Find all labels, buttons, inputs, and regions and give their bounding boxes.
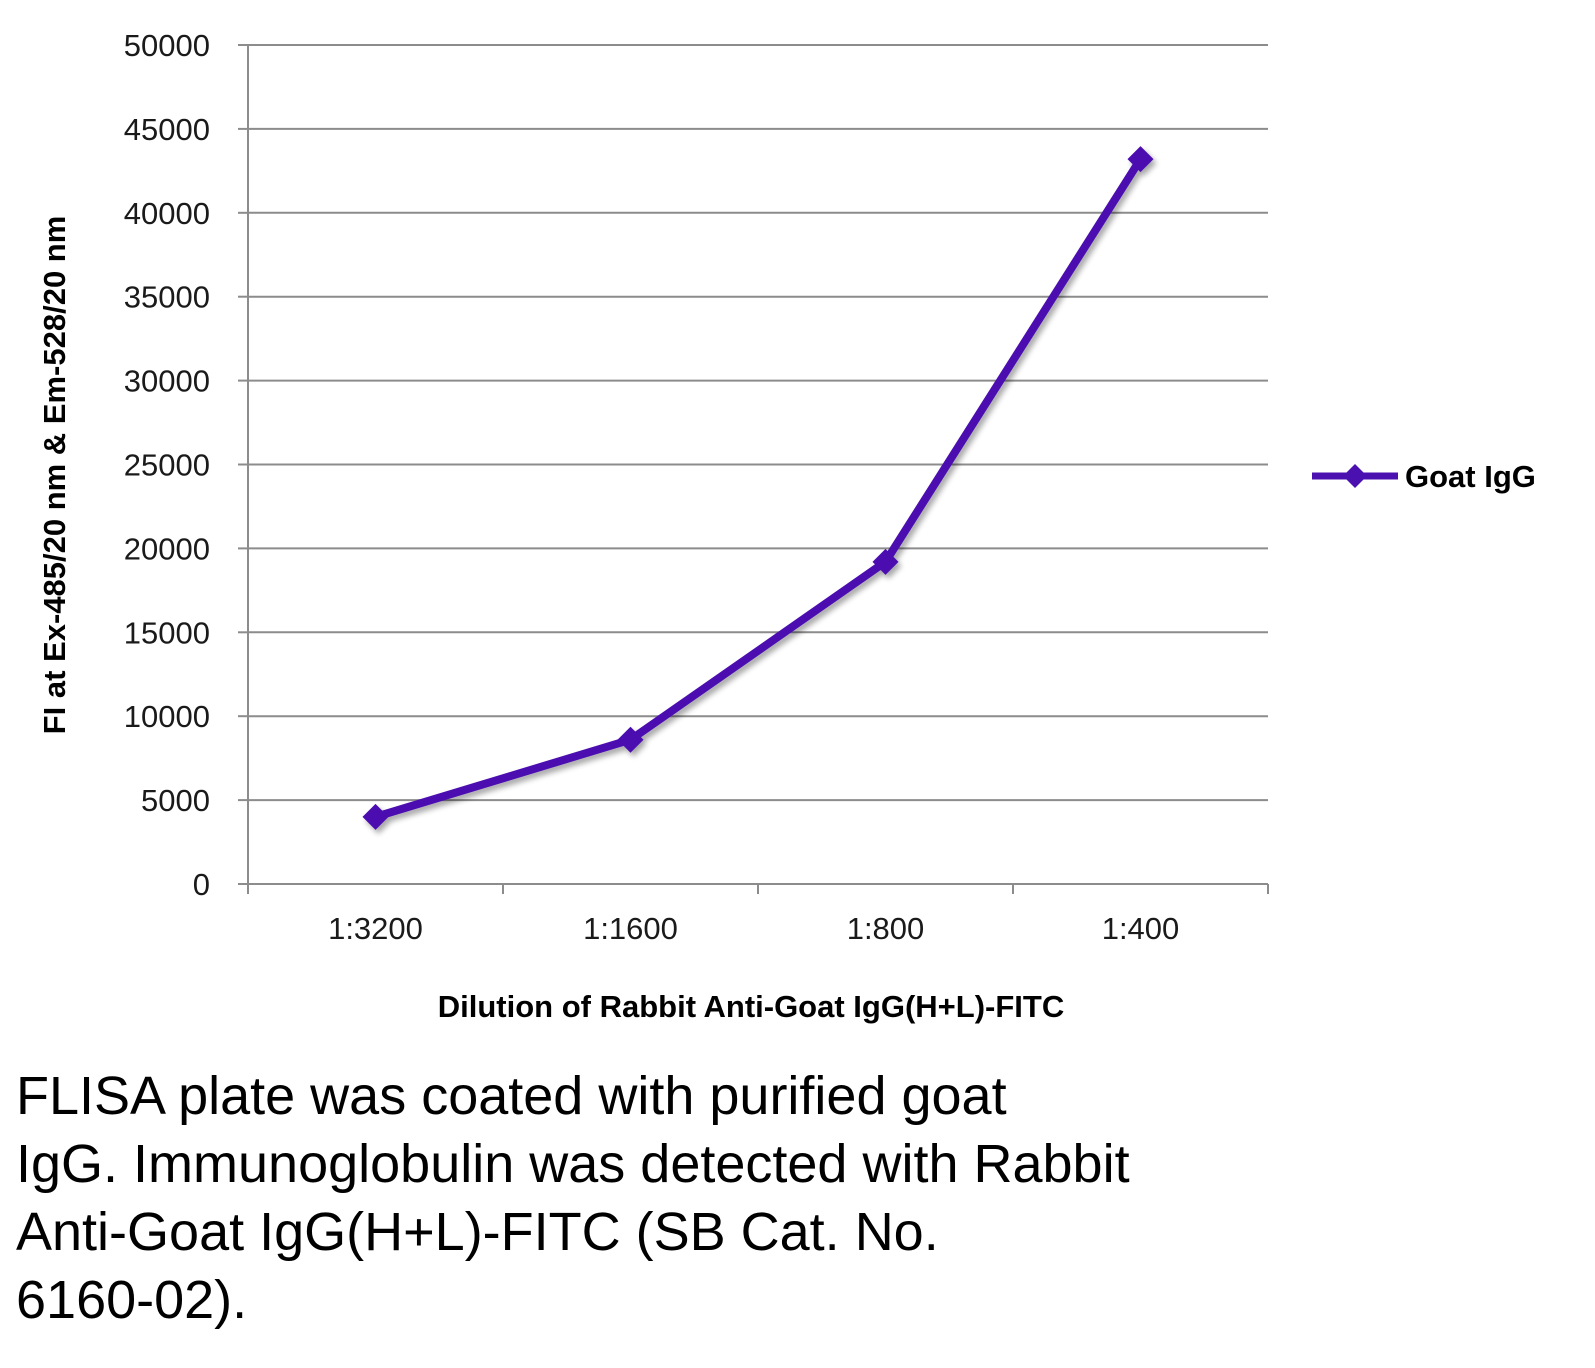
data-point-1-400 [1127,146,1154,173]
x-tick-label: 1:800 [847,911,925,946]
legend-swatch-marker [1343,464,1367,488]
caption-line-1: FLISA plate was coated with purified goa… [16,1066,1007,1126]
y-axis-title: FI at Ex-485/20 nm & Em-528/20 nm [37,216,72,735]
series-line [371,155,1145,821]
caption-line-3: Anti-Goat IgG(H+L)-FITC (SB Cat. No. [16,1202,939,1262]
y-tick-label: 5000 [141,783,210,818]
y-tick-label: 40000 [124,196,210,231]
x-axis-title: Dilution of Rabbit Anti-Goat IgG(H+L)-FI… [438,989,1064,1024]
y-tick-label: 0 [193,867,210,902]
caption-line-2: IgG. Immunoglobulin was detected with Ra… [16,1134,1130,1194]
series-goat-igg [362,146,1154,830]
chart: 0 5000 10000 15000 20000 25000 30000 35000 40000… [37,28,1536,1024]
figure-caption: FLISA plate was coated with purified goa… [16,1062,1336,1334]
y-tick-label: 35000 [124,280,210,315]
y-tick-label: 45000 [124,112,210,147]
x-tick-label: 1:400 [1102,911,1180,946]
caption-line-4: 6160-02). [16,1270,248,1330]
data-point-1-800 [872,548,899,575]
gridlines [248,44,1268,802]
data-point-1-3200 [362,803,389,830]
x-tick-labels: 1:3200 1:1600 1:800 1:400 [328,911,1179,946]
x-tick-label: 1:3200 [328,911,423,946]
y-tick-label: 15000 [124,615,210,650]
y-tick-label: 25000 [124,448,210,483]
y-tick-label: 10000 [124,699,210,734]
axes [238,44,1269,894]
y-tick-labels: 0 5000 10000 15000 20000 25000 30000 35000 40000… [124,28,210,902]
x-tick-label: 1:1600 [583,911,678,946]
y-tick-label: 30000 [124,364,210,399]
legend-label: Goat IgG [1405,459,1536,494]
y-tick-label: 20000 [124,531,210,566]
y-tick-label: 50000 [124,28,210,63]
legend: Goat IgG [1312,459,1536,494]
data-point-1-1600 [617,726,644,753]
